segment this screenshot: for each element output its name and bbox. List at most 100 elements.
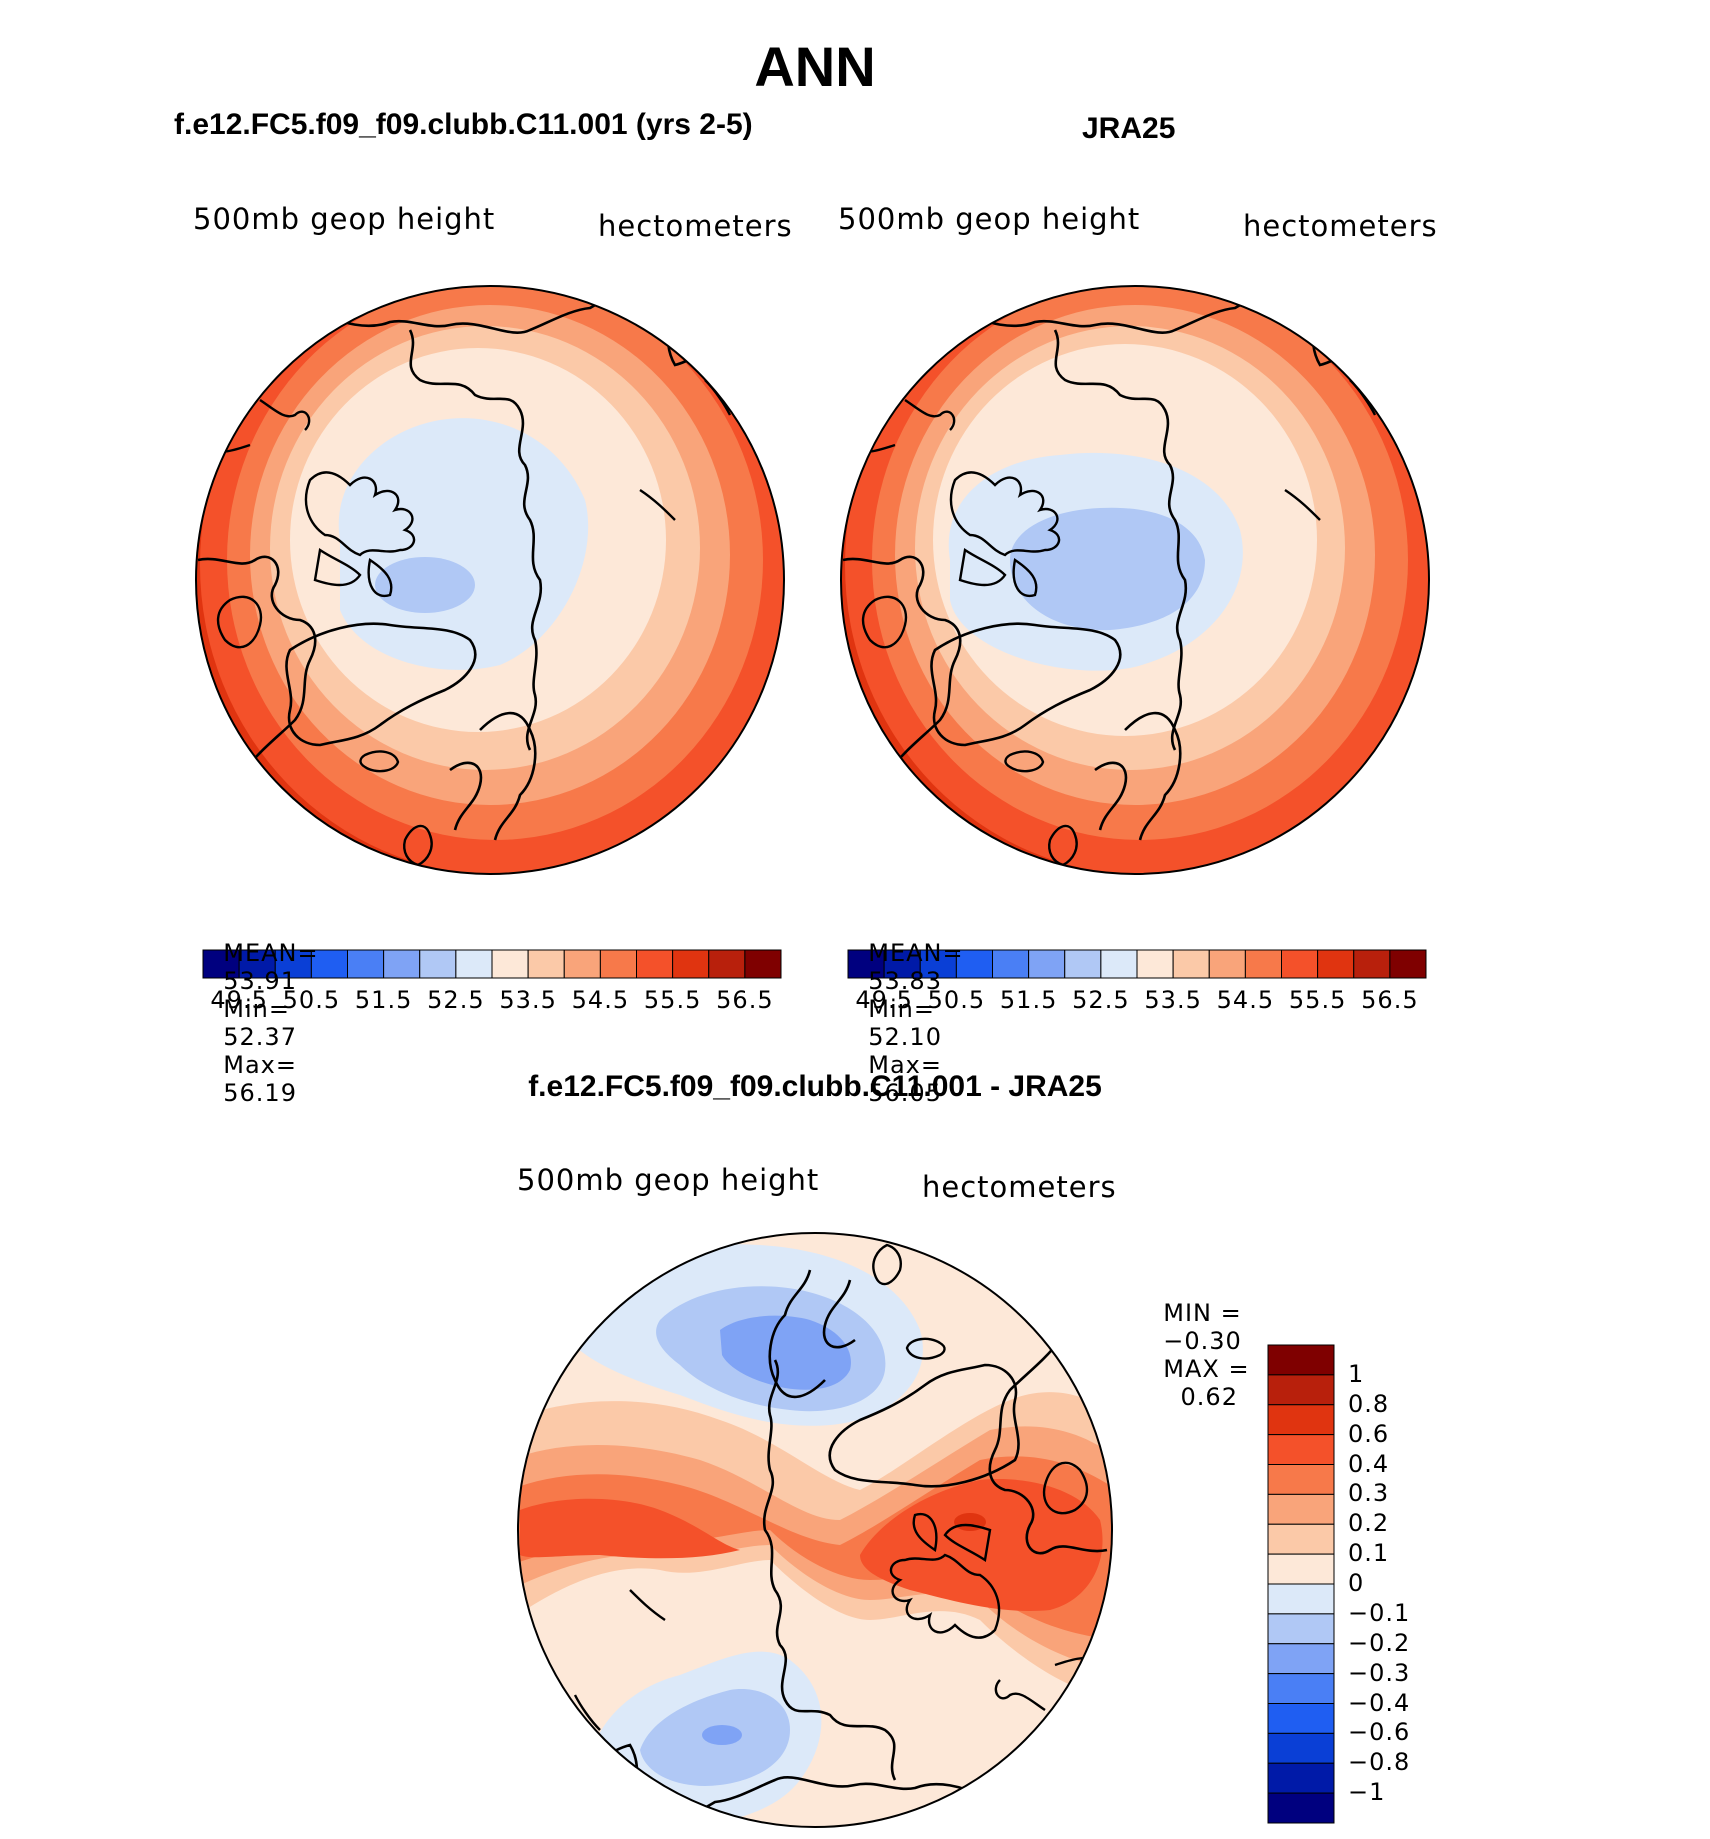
difference-units-label: hectometers — [922, 1170, 1117, 1204]
colorbar-tick-label: −0.4 — [1348, 1688, 1411, 1717]
colorbar-tick-label: 49.5 — [210, 986, 268, 1014]
colorbar-swatch — [563, 949, 601, 979]
model-map — [195, 285, 785, 875]
colorbar-tick-label: 51.5 — [354, 986, 413, 1014]
obs-max-value: 56.05 — [868, 1079, 942, 1107]
colorbar-swatch — [238, 949, 276, 979]
colorbar-tick-label: 1 — [1348, 1359, 1365, 1388]
colorbar-tick-label: 0.3 — [1348, 1479, 1390, 1508]
obs-mean-label: MEAN= — [868, 939, 964, 967]
colorbar-swatch — [419, 949, 457, 979]
colorbar-swatch — [1064, 949, 1102, 979]
colorbar-tick-label: 0.2 — [1348, 1509, 1390, 1538]
difference-minmax: MIN = −0.30 MAX = 0.62 — [1146, 1271, 1250, 1411]
model-mean-label: MEAN= — [223, 939, 319, 967]
colorbar-tick-label: 50.5 — [282, 986, 341, 1014]
colorbar-swatch — [1267, 1464, 1335, 1495]
colorbar-tick-label: 0.4 — [1348, 1449, 1390, 1478]
colorbar-tick-label: 53.5 — [1144, 986, 1202, 1014]
colorbar-tick-label: 0.1 — [1348, 1539, 1390, 1568]
colorbar-tick-label: −0.3 — [1348, 1658, 1411, 1687]
colorbar-tick-label: 50.5 — [927, 986, 986, 1014]
obs-max-label: Max= — [868, 1051, 942, 1079]
model-min-label: Min= — [223, 995, 290, 1023]
colorbar-tick-label: 49.5 — [855, 986, 913, 1014]
colorbar-swatch — [672, 949, 710, 979]
obs-colorbar — [847, 949, 1427, 979]
model-colorbar — [202, 949, 782, 979]
obs-stats: MEAN= 53.83 Min= 52.10 Max= 56.05 — [851, 911, 964, 1107]
difference-variable-label: 500mb geop height — [517, 1163, 820, 1197]
model-panel-title: f.e12.FC5.f09_f09.clubb.C11.001 (yrs 2-5… — [174, 108, 753, 141]
obs-panel-title: JRA25 — [1082, 112, 1176, 145]
difference-colorbar — [1267, 1344, 1335, 1824]
model-stats: MEAN= 53.91 Min= 52.37 Max= 56.19 — [206, 911, 319, 1107]
difference-min-value: −0.30 — [1163, 1327, 1242, 1355]
main-title: ANN — [754, 35, 876, 98]
colorbar-swatch — [1267, 1434, 1335, 1465]
colorbar-tick-label: 0.8 — [1348, 1389, 1390, 1418]
colorbar-swatch — [1244, 949, 1282, 979]
colorbar-tick-label: −0.8 — [1348, 1748, 1411, 1777]
colorbar-swatch — [1353, 949, 1391, 979]
model-variable-label: 500mb geop height — [193, 202, 496, 236]
model-units-label: hectometers — [598, 209, 793, 243]
colorbar-swatch — [491, 949, 529, 979]
colorbar-swatch — [599, 949, 637, 979]
colorbar-tick-label: 51.5 — [999, 986, 1058, 1014]
obs-min-label: Min= — [868, 995, 935, 1023]
colorbar-swatch — [1317, 949, 1355, 979]
colorbar-tick-label: 56.5 — [1361, 986, 1419, 1014]
model-mean-value: 53.91 — [223, 967, 297, 995]
colorbar-swatch — [883, 949, 921, 979]
colorbar-tick-label: 0.6 — [1348, 1419, 1390, 1448]
colorbar-swatch — [1281, 949, 1319, 979]
colorbar-swatch — [1267, 1792, 1335, 1824]
colorbar-swatch — [744, 949, 782, 979]
obs-min-value: 52.10 — [868, 1023, 942, 1051]
colorbar-swatch — [1267, 1553, 1335, 1585]
colorbar-swatch — [274, 949, 312, 979]
colorbar-tick-label: 54.5 — [1216, 986, 1275, 1014]
obs-mean-value: 53.83 — [868, 967, 942, 995]
colorbar-swatch — [708, 949, 746, 979]
colorbar-tick-label: 53.5 — [499, 986, 557, 1014]
colorbar-swatch — [955, 949, 993, 979]
colorbar-swatch — [527, 949, 565, 979]
difference-max-label: MAX = — [1163, 1355, 1250, 1383]
colorbar-swatch — [1267, 1583, 1335, 1615]
colorbar-swatch — [202, 949, 240, 979]
colorbar-swatch — [1389, 949, 1427, 979]
colorbar-tick-label: 52.5 — [427, 986, 485, 1014]
obs-variable-label: 500mb geop height — [838, 202, 1141, 236]
difference-min-label: MIN = — [1163, 1299, 1242, 1327]
colorbar-tick-label: 55.5 — [1288, 986, 1347, 1014]
colorbar-swatch — [1267, 1523, 1335, 1555]
colorbar-swatch — [1267, 1404, 1335, 1436]
colorbar-swatch — [455, 949, 493, 979]
model-min-value: 52.37 — [223, 1023, 297, 1051]
colorbar-swatch — [992, 949, 1030, 979]
colorbar-tick-label: −0.6 — [1348, 1718, 1411, 1747]
colorbar-tick-label: 56.5 — [716, 986, 774, 1014]
colorbar-swatch — [1267, 1673, 1335, 1704]
obs-map — [840, 285, 1430, 875]
difference-max-value: 0.62 — [1180, 1383, 1238, 1411]
colorbar-swatch — [636, 949, 674, 979]
colorbar-tick-label: −0.2 — [1348, 1628, 1411, 1657]
colorbar-swatch — [1267, 1732, 1335, 1764]
colorbar-swatch — [1267, 1613, 1335, 1645]
colorbar-swatch — [1267, 1762, 1335, 1794]
colorbar-swatch — [1100, 949, 1138, 979]
colorbar-tick-label: 55.5 — [643, 986, 702, 1014]
difference-panel-title: f.e12.FC5.f09_f09.clubb.C11.001 - JRA25 — [528, 1070, 1102, 1103]
colorbar-swatch — [383, 949, 421, 979]
colorbar-tick-label: 52.5 — [1072, 986, 1130, 1014]
colorbar-swatch — [1136, 949, 1174, 979]
colorbar-swatch — [1267, 1344, 1335, 1376]
obs-units-label: hectometers — [1243, 209, 1438, 243]
colorbar-swatch — [1267, 1703, 1335, 1734]
colorbar-tick-label: −0.1 — [1348, 1598, 1411, 1627]
colorbar-swatch — [1208, 949, 1246, 979]
